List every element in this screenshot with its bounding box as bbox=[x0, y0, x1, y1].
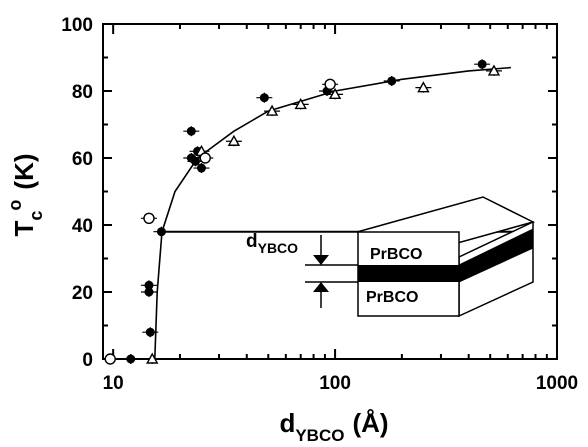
y-tick-label: 40 bbox=[72, 216, 93, 237]
y-tick-label: 80 bbox=[72, 82, 93, 103]
y-axis-label: Tco (K) bbox=[5, 154, 46, 237]
inset-dim-main: d bbox=[246, 231, 258, 252]
trilayer-inset: PrBCO PrBCO dYBCO bbox=[246, 196, 536, 318]
y-label-sub: c bbox=[26, 211, 46, 221]
data-point-filled-circle bbox=[126, 354, 136, 364]
inset-label-bottom-prbco: PrBCO bbox=[366, 289, 418, 306]
x-label-main: d bbox=[279, 408, 295, 438]
inset-dim-sub: YBCO bbox=[258, 240, 299, 256]
data-point-filled-circle bbox=[387, 76, 397, 86]
dim-arrow-down-icon bbox=[313, 255, 329, 265]
data-point-filled-circle bbox=[144, 280, 154, 290]
data-point-filled-circle bbox=[191, 156, 201, 166]
data-point-open-triangle bbox=[294, 97, 307, 110]
x-label-unit: (Å) bbox=[352, 408, 388, 438]
y-label-main: T bbox=[9, 221, 39, 237]
data-point-open-triangle bbox=[487, 64, 501, 76]
y-tick-label: 0 bbox=[82, 350, 93, 371]
data-point-open-triangle bbox=[146, 352, 159, 364]
data-point-filled-circle bbox=[156, 227, 166, 237]
data-point-filled-circle bbox=[196, 163, 206, 173]
inset-ybco-layer bbox=[358, 265, 459, 282]
y-label-unit: (K) bbox=[9, 154, 39, 190]
data-point-open-circle bbox=[104, 353, 116, 365]
data-point-open-triangle bbox=[265, 104, 279, 116]
x-tick-label: 100 bbox=[319, 373, 351, 394]
data-point-filled-circle bbox=[145, 327, 155, 337]
data-point-open-triangle bbox=[417, 81, 430, 93]
ticks: 0 20 40 60 80 100 10 100 1000 bbox=[61, 15, 578, 394]
data-points bbox=[102, 59, 502, 365]
y-tick-label: 20 bbox=[72, 283, 93, 304]
y-label-sup: o bbox=[5, 200, 25, 211]
data-point-open-circle bbox=[199, 152, 211, 164]
data-point-filled-circle bbox=[259, 93, 269, 103]
inset-label-top-prbco: PrBCO bbox=[370, 246, 422, 263]
x-tick-label: 1000 bbox=[536, 373, 578, 394]
data-point-filled-circle bbox=[477, 59, 487, 69]
x-tick-label: 10 bbox=[103, 373, 124, 394]
x-axis-label: dYBCO (Å) bbox=[279, 408, 388, 445]
data-point-filled-circle bbox=[144, 287, 154, 297]
data-point-open-circle bbox=[143, 212, 155, 225]
fit-curve bbox=[154, 66, 511, 360]
data-point-open-triangle bbox=[227, 134, 241, 146]
y-axis-title: Tco (K) bbox=[5, 154, 46, 237]
dim-arrow-up-icon bbox=[313, 282, 329, 292]
x-label-sub: YBCO bbox=[295, 426, 344, 445]
data-point-open-circle bbox=[324, 78, 336, 91]
inset-dimension-label: dYBCO bbox=[246, 231, 298, 256]
y-tick-label: 60 bbox=[72, 149, 93, 170]
data-point-filled-circle bbox=[186, 126, 196, 136]
data-point-open-triangle bbox=[328, 87, 342, 100]
y-tick-label: 100 bbox=[61, 15, 93, 36]
